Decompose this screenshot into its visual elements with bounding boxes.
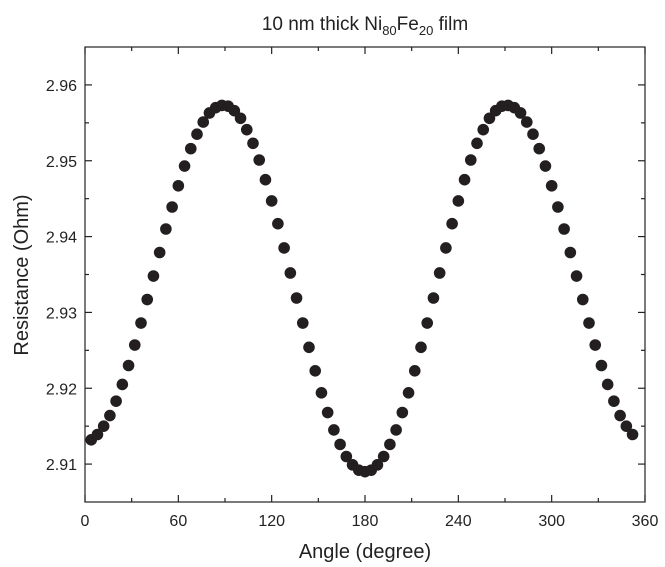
title-part: 80 [382, 23, 396, 38]
data-point [253, 154, 266, 166]
title-part: 10 nm thick Ni [262, 14, 382, 35]
x-tick-label: 120 [258, 513, 285, 530]
data-point [452, 195, 465, 207]
data-point [564, 246, 577, 259]
data-point [614, 409, 626, 422]
data-point [321, 406, 334, 419]
data-point [421, 317, 434, 329]
data-point [272, 217, 284, 230]
data-point [153, 246, 166, 259]
data-point [135, 317, 147, 329]
y-tick-label: 2.94 [46, 230, 77, 247]
y-tick-label: 2.91 [46, 457, 77, 474]
data-point [284, 267, 297, 279]
data-point [259, 173, 272, 186]
x-tick-label: 240 [445, 513, 472, 530]
x-tick-label: 180 [352, 513, 379, 530]
data-point [601, 378, 614, 391]
y-tick-label: 2.96 [46, 78, 77, 95]
y-tick-label: 2.93 [46, 305, 77, 322]
data-point [296, 317, 309, 329]
data-point [440, 242, 452, 254]
data-point [303, 341, 315, 354]
data-point [558, 223, 570, 235]
data-point [104, 409, 116, 422]
data-point [545, 179, 558, 192]
data-point [539, 160, 552, 172]
data-point [626, 428, 639, 441]
data-point [595, 359, 608, 372]
chart-title: 10 nm thick Ni80Fe20 film [262, 14, 468, 38]
data-point [278, 242, 290, 254]
x-tick-label: 0 [81, 513, 90, 530]
data-point [184, 142, 197, 155]
y-tick-label: 2.95 [46, 154, 77, 171]
data-point [477, 123, 490, 136]
data-point [589, 339, 602, 351]
data-point [116, 378, 129, 391]
data-point [197, 116, 210, 128]
data-point [371, 459, 384, 471]
data-point [91, 428, 104, 441]
data-point [608, 395, 620, 407]
data-point [415, 341, 427, 354]
data-point [97, 420, 110, 432]
data-point [240, 123, 253, 136]
data-point [309, 365, 322, 377]
data-point [328, 424, 340, 436]
data-point [166, 201, 178, 213]
x-axis-title: Angle (degree) [299, 541, 431, 563]
data-point [620, 420, 633, 432]
data-point [172, 179, 185, 192]
data-point [377, 450, 390, 463]
data-point [446, 217, 458, 230]
data-point [110, 395, 122, 407]
data-point [427, 292, 440, 304]
data-point [514, 107, 527, 119]
data-point [122, 359, 135, 372]
x-tick-label: 360 [632, 513, 659, 530]
y-tick-label: 2.92 [46, 381, 77, 398]
data-point [147, 270, 160, 282]
data-point [128, 339, 141, 351]
title-part: film [433, 14, 468, 35]
data-point [290, 292, 303, 304]
data-point [265, 195, 278, 207]
data-point [396, 406, 409, 419]
data-point [234, 112, 247, 125]
data-point [408, 365, 421, 377]
data-point [527, 128, 539, 141]
data-point [340, 450, 353, 463]
data-point [576, 293, 589, 306]
data-point [570, 270, 583, 282]
data-point [433, 267, 446, 279]
data-point [247, 137, 259, 150]
x-tick-label: 60 [169, 513, 187, 530]
data-point [191, 128, 203, 141]
data-point [458, 173, 471, 186]
data-point [141, 293, 154, 306]
title-part: 20 [419, 23, 433, 38]
title-part: Fe [397, 14, 419, 35]
data-point [533, 142, 546, 155]
data-point [471, 137, 483, 150]
data-point [520, 116, 533, 128]
data-point [552, 201, 564, 213]
data-point [583, 317, 595, 329]
data-point [402, 387, 415, 399]
data-point [334, 438, 346, 451]
data-point [315, 387, 328, 399]
data-point [390, 424, 402, 436]
data-point [160, 223, 172, 235]
x-tick-label: 300 [538, 513, 565, 530]
data-point [178, 160, 191, 172]
y-axis-title: Resistance (Ohm) [11, 194, 33, 355]
plot-frame [84, 46, 646, 503]
data-point [464, 154, 477, 166]
data-point [384, 438, 396, 451]
